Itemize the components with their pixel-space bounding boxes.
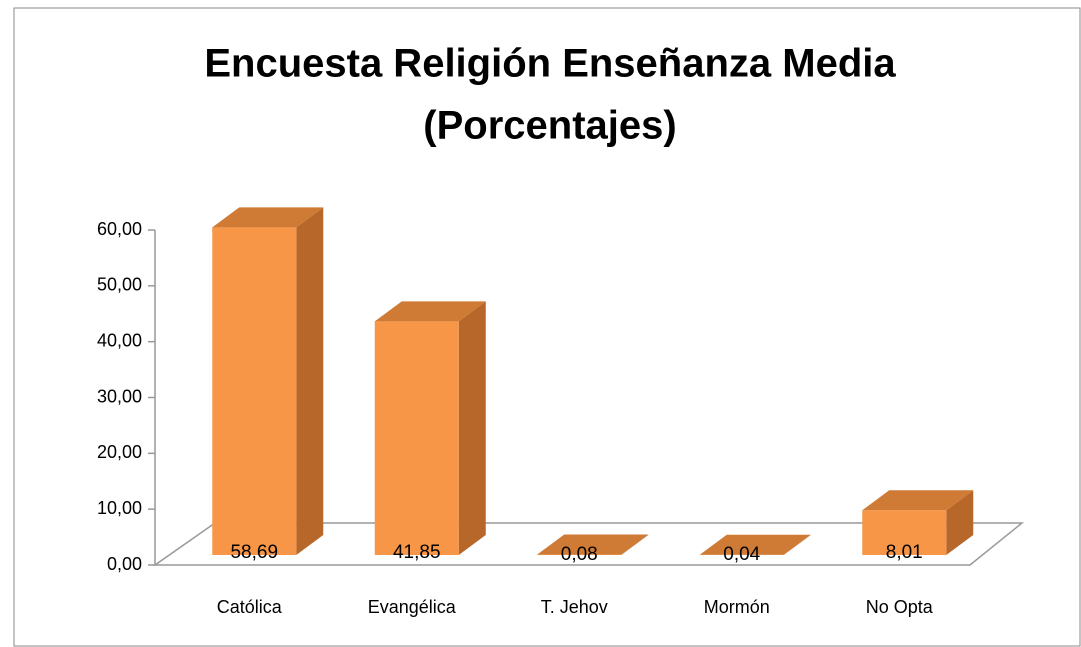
x-tick-label: Mormón bbox=[704, 597, 770, 617]
chart-title: Encuesta Religión Enseñanza Media bbox=[204, 42, 896, 86]
data-label: 8,01 bbox=[886, 542, 923, 563]
bar bbox=[862, 510, 947, 555]
bar-side bbox=[458, 301, 486, 555]
bar-top bbox=[374, 301, 486, 322]
bar-side bbox=[783, 534, 811, 555]
x-tick-label: No Opta bbox=[866, 597, 934, 617]
bar-side bbox=[946, 490, 974, 555]
bar bbox=[212, 227, 297, 556]
y-tick-label: 10,00 bbox=[97, 498, 142, 518]
bar-top bbox=[862, 490, 974, 511]
data-label: 58,69 bbox=[230, 542, 278, 563]
bar-side bbox=[621, 534, 649, 555]
x-tick-label: Evangélica bbox=[368, 597, 457, 617]
bar-top bbox=[699, 534, 811, 555]
x-tick-label: Católica bbox=[217, 597, 283, 617]
chart-subtitle: (Porcentajes) bbox=[423, 104, 676, 148]
data-label: 41,85 bbox=[393, 542, 441, 563]
bar-top bbox=[212, 207, 324, 228]
data-label: 0,04 bbox=[723, 544, 760, 565]
y-tick-label: 0,00 bbox=[107, 554, 142, 574]
bar bbox=[374, 321, 459, 555]
y-tick-label: 60,00 bbox=[97, 219, 142, 239]
x-tick-label: T. Jehov bbox=[541, 597, 608, 617]
floor bbox=[152, 522, 1025, 566]
bar-side bbox=[296, 207, 324, 556]
y-tick-label: 50,00 bbox=[97, 275, 142, 295]
data-label: 0,08 bbox=[561, 544, 598, 565]
y-tick-label: 20,00 bbox=[97, 442, 142, 462]
bar-top bbox=[537, 534, 649, 555]
y-tick-label: 30,00 bbox=[97, 386, 142, 406]
y-tick-label: 40,00 bbox=[97, 330, 142, 350]
